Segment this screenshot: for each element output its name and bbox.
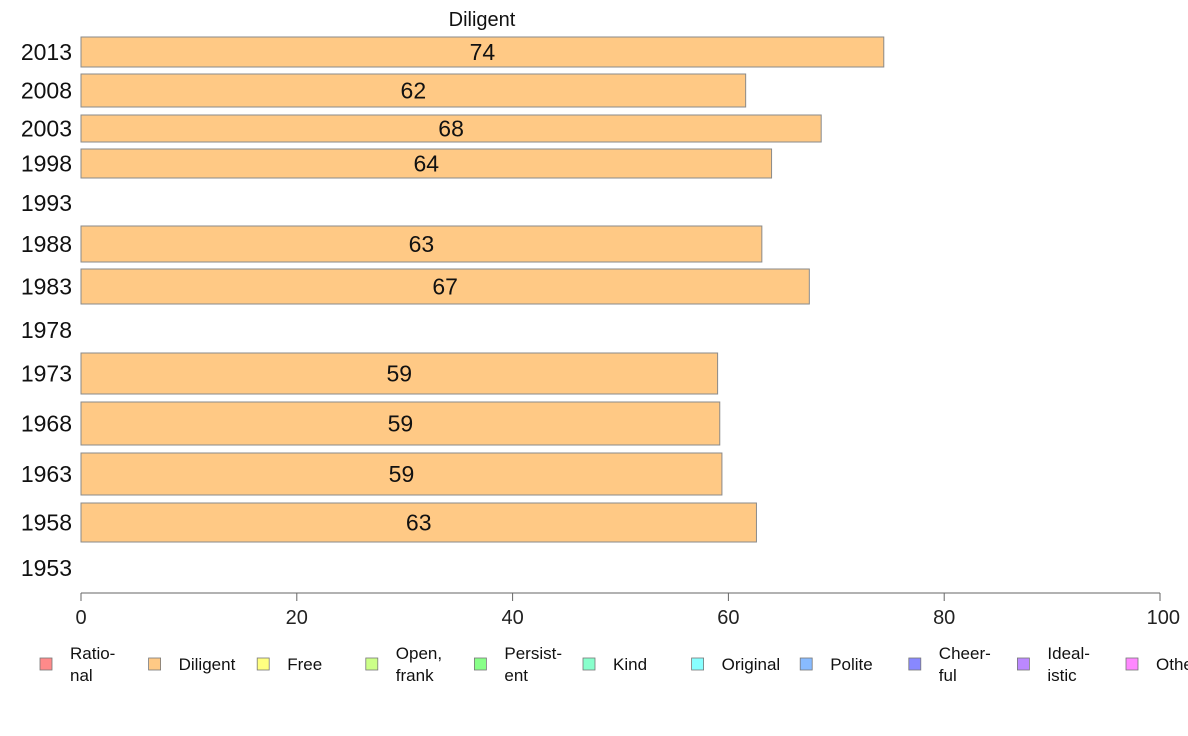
value-label-2013: 74 [470, 39, 496, 65]
bar-2013 [80, 36, 885, 68]
value-label-1983: 67 [432, 274, 458, 300]
value-label-2003: 68 [438, 116, 464, 142]
legend-swatch-8 [908, 657, 922, 671]
value-label-1968: 59 [388, 411, 414, 437]
bar-1963 [80, 452, 723, 496]
legend-swatch-7 [799, 657, 813, 671]
value-label-1958: 63 [406, 510, 432, 536]
bar-2003 [80, 114, 822, 143]
year-label-1973: 1973 [21, 361, 72, 387]
legend-swatch-6 [691, 657, 704, 671]
bar-1968 [80, 401, 721, 446]
legend-swatch-5 [582, 657, 596, 671]
legend-label-7: Polite [830, 655, 873, 674]
year-label-1988: 1988 [21, 231, 72, 257]
value-label-1998: 64 [413, 151, 439, 177]
legend-label-3-line-0: Open, [396, 644, 442, 663]
bar-1983 [80, 268, 810, 305]
legend-swatch-3 [365, 657, 379, 671]
value-label-1973: 59 [387, 361, 413, 387]
legend: Ratio-nal Diligent Free Open, frank Persist-e… [39, 644, 1188, 685]
legend-label-0-line-0: Ratio- [70, 644, 115, 663]
bars-group: 74 62 68 64 63 67 59 59 59 63 [80, 36, 885, 543]
legend-swatch-10 [1125, 657, 1139, 671]
year-label-1983: 1983 [21, 274, 72, 300]
legend-label-5: Kind [613, 655, 647, 674]
year-label-2008: 2008 [21, 78, 72, 104]
legend-label-4-line-0: Persist- [504, 644, 562, 663]
year-label-2003: 2003 [21, 116, 72, 142]
legend-label-1: Diligent [179, 655, 236, 674]
legend-label-10: Other [1156, 655, 1188, 674]
year-label-1998: 1998 [21, 151, 72, 177]
bar-1998 [80, 148, 773, 179]
year-label-1968: 1968 [21, 411, 72, 437]
year-label-1993: 1993 [21, 190, 72, 216]
bar-1973 [80, 352, 719, 395]
x-tick-label: 0 [75, 607, 86, 629]
bar-2008 [80, 73, 747, 108]
legend-label-2: Free [287, 655, 322, 674]
x-tick-label: 100 [1147, 607, 1180, 629]
legend-swatch-9 [1017, 657, 1030, 671]
bar-1988 [80, 225, 763, 263]
value-label-2008: 62 [401, 78, 427, 104]
legend-label-3-line-1: frank [396, 666, 434, 685]
year-label-1978: 1978 [21, 317, 72, 343]
legend-label-9-line-0: Ideal- [1047, 644, 1090, 663]
year-label-2013: 2013 [21, 39, 72, 65]
value-label-1963: 59 [389, 461, 415, 487]
legend-label-9-line-1: istic [1047, 666, 1077, 685]
x-axis: 0 20 40 60 80 100 [75, 592, 1180, 629]
legend-label-0-line-1: nal [70, 666, 93, 685]
chart-title: Diligent [449, 9, 516, 31]
legend-label-8-line-0: Cheer- [939, 644, 991, 663]
year-labels-group: 2013 2008 2003 1998 1993 1988 1983 1978 1973 1968… [21, 39, 72, 581]
year-label-1958: 1958 [21, 510, 72, 536]
legend-swatch-4 [473, 657, 487, 671]
legend-label-6: Original [722, 655, 781, 674]
legend-swatch-1 [148, 657, 162, 671]
x-tick-label: 60 [717, 607, 739, 629]
year-label-1953: 1953 [21, 555, 72, 581]
x-tick-label: 80 [933, 607, 955, 629]
year-label-1963: 1963 [21, 461, 72, 487]
bar-1958 [80, 502, 757, 543]
x-tick-label: 40 [501, 607, 523, 629]
legend-label-8-line-1: ful [939, 666, 957, 685]
legend-swatch-0 [39, 657, 53, 671]
legend-label-4-line-1: ent [504, 666, 528, 685]
legend-swatch-2 [256, 657, 270, 671]
x-tick-label: 20 [286, 607, 308, 629]
value-label-1988: 63 [409, 231, 435, 257]
